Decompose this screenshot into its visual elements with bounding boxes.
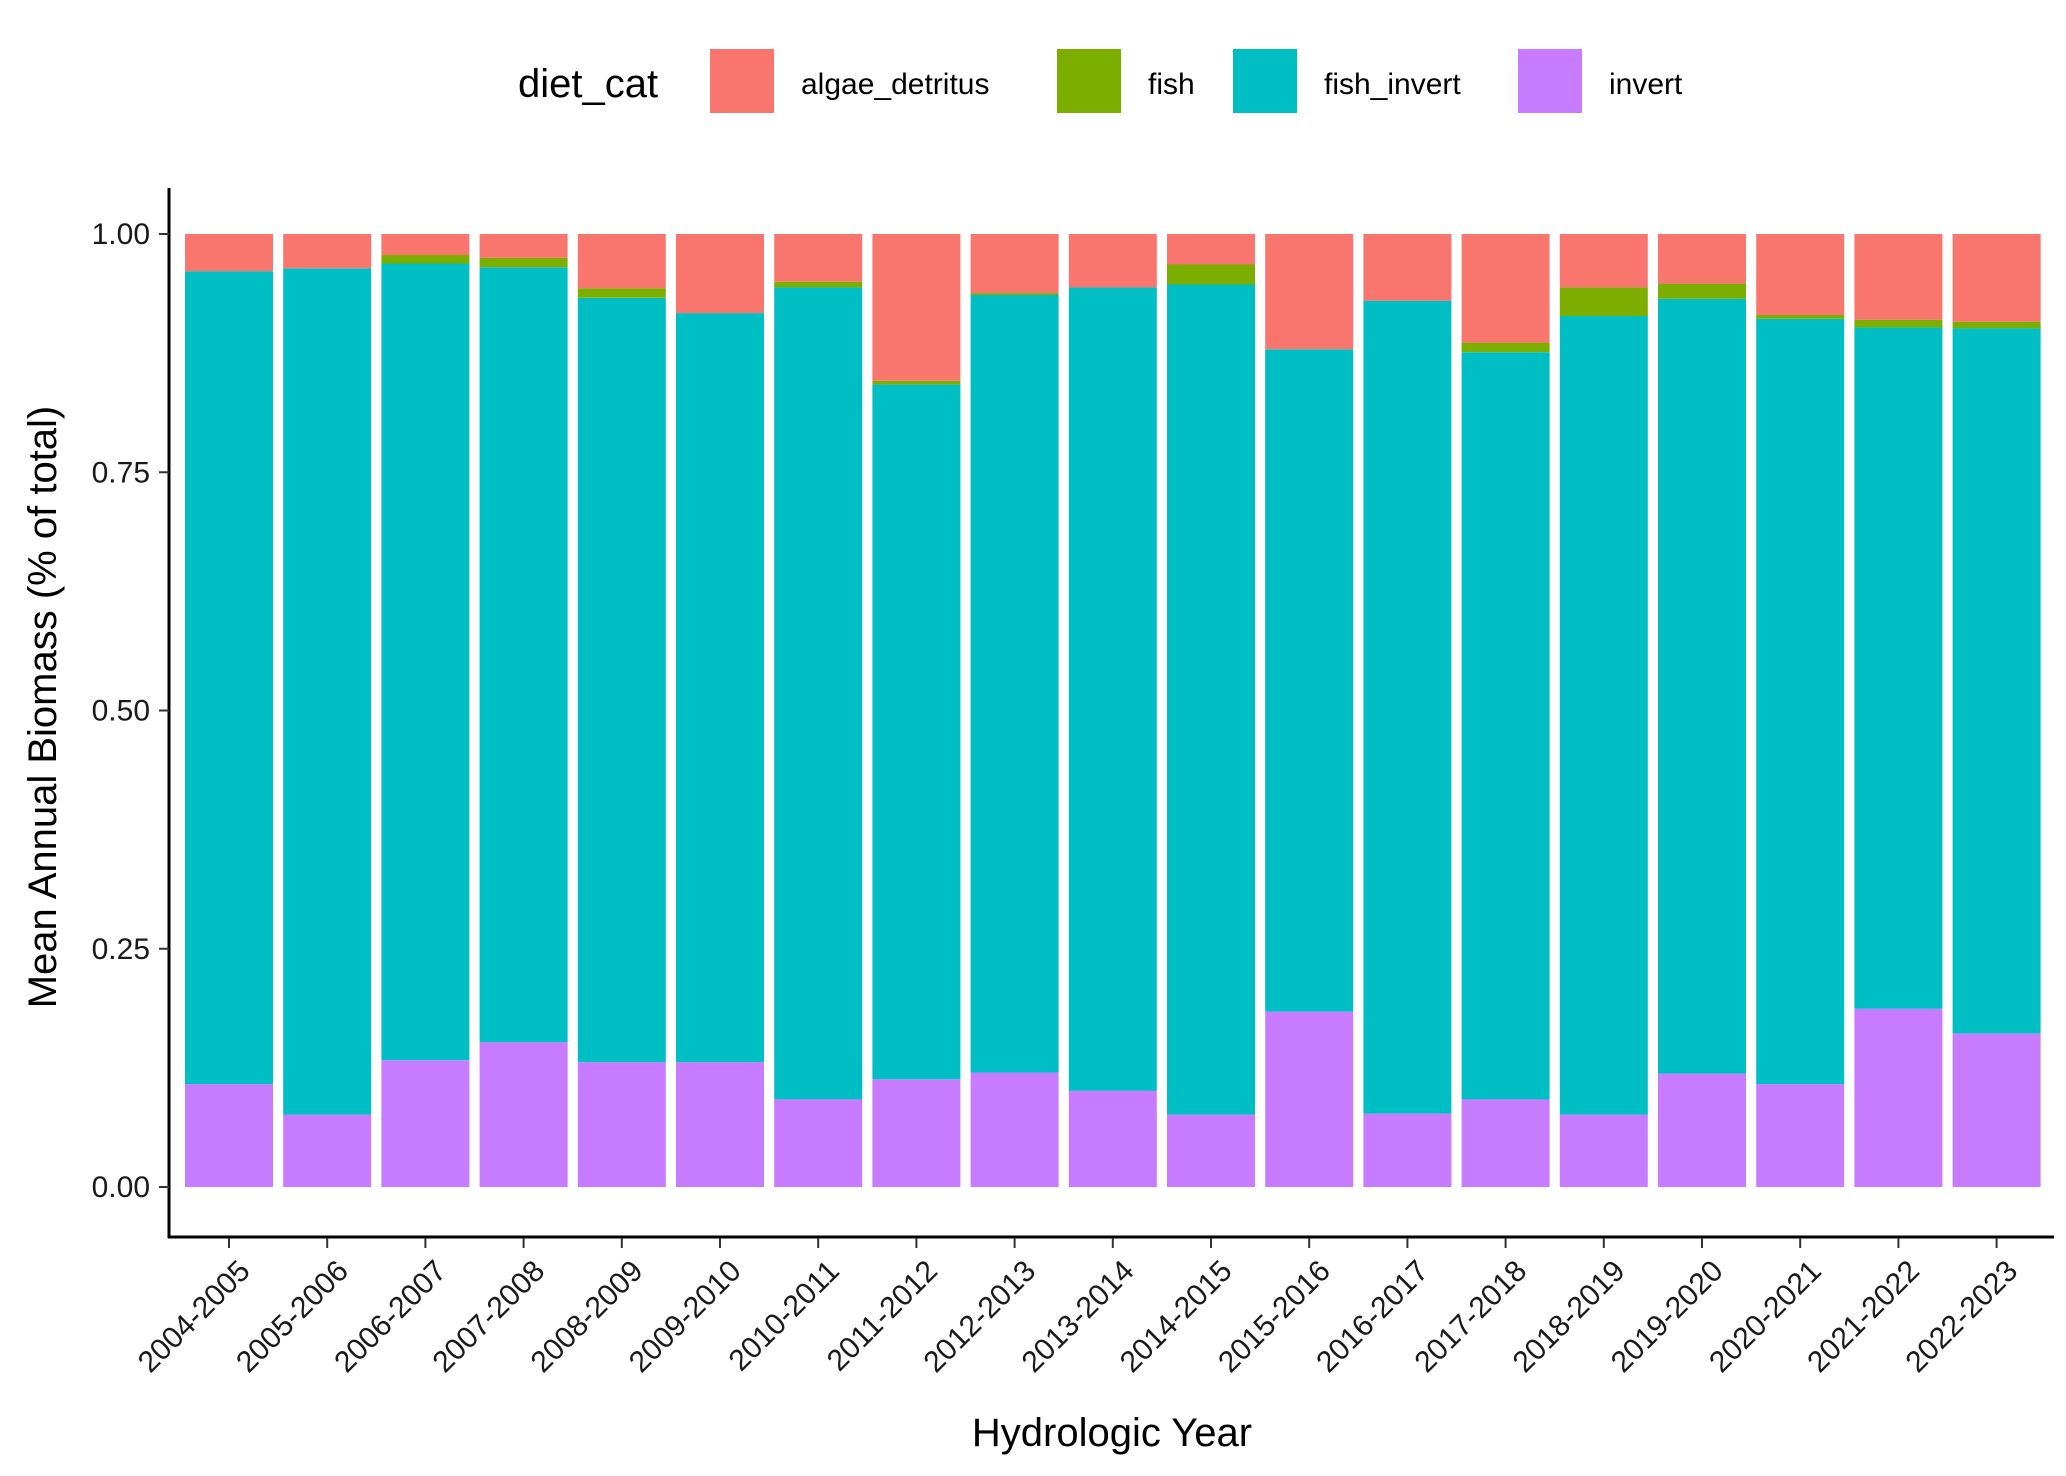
bar-segment-fish_invert-2021-2022	[1854, 327, 1943, 1009]
bar-segment-algae_detritus-2020-2021	[1756, 234, 1845, 315]
bar-segment-invert-2008-2009	[577, 1062, 666, 1187]
bar-segment-invert-2018-2019	[1559, 1114, 1648, 1187]
bar-segment-fish_invert-2012-2013	[970, 295, 1059, 1073]
bar-segment-algae_detritus-2013-2014	[1068, 234, 1157, 288]
legend-item-invert: invert	[1516, 47, 1683, 115]
y-tick-label: 1.00	[92, 218, 150, 251]
legend-label-fish: fish	[1148, 68, 1195, 101]
legend-key-algae_detritus	[708, 47, 776, 115]
bar-segment-fish_invert-2019-2020	[1658, 298, 1746, 1074]
bar-segment-invert-2011-2012	[872, 1079, 961, 1187]
legend: diet_cat algae_detritus fish fish_invert in…	[518, 47, 1683, 115]
legend-title: diet_cat	[518, 62, 658, 106]
legend-key-fish	[1055, 47, 1123, 115]
bar-segment-algae_detritus-2016-2017	[1363, 234, 1452, 301]
bar-segment-fish-2008-2009	[577, 288, 666, 298]
legend-label-algae_detritus: algae_detritus	[801, 68, 989, 101]
legend-item-algae_detritus: algae_detritus	[708, 47, 989, 115]
bar-segment-algae_detritus-2015-2016	[1265, 234, 1354, 350]
bar-segment-invert-2005-2006	[283, 1114, 372, 1187]
bar-segment-algae_detritus-2011-2012	[872, 234, 961, 381]
legend-label-fish_invert: fish_invert	[1324, 68, 1461, 101]
legend-label-invert: invert	[1609, 68, 1683, 101]
bar-segment-fish-2019-2020	[1658, 283, 1746, 299]
bar-segment-fish-2017-2018	[1461, 342, 1550, 353]
bar-segment-algae_detritus-2005-2006	[283, 234, 372, 269]
y-tick-label: 0.50	[92, 695, 150, 728]
bar-segment-algae_detritus-2021-2022	[1854, 234, 1943, 320]
bar-segment-invert-2022-2023	[1952, 1033, 2041, 1187]
bar-segment-fish-2020-2021	[1756, 315, 1845, 319]
legend-key-invert	[1516, 47, 1584, 115]
bar-segment-fish_invert-2008-2009	[577, 297, 666, 1063]
bar-segment-fish_invert-2013-2014	[1068, 287, 1157, 1091]
bar-segment-invert-2019-2020	[1658, 1073, 1746, 1187]
legend-item-fish: fish	[1055, 47, 1195, 115]
legend-item-fish_invert: fish_invert	[1231, 47, 1461, 115]
bar-segment-invert-2017-2018	[1461, 1099, 1550, 1187]
bar-segment-fish_invert-2007-2008	[479, 267, 568, 1043]
bar-segment-algae_detritus-2014-2015	[1167, 234, 1255, 265]
bar-segment-invert-2016-2017	[1363, 1113, 1452, 1187]
bar-segment-invert-2009-2010	[676, 1062, 764, 1187]
legend-key-fish_invert	[1231, 47, 1299, 115]
bar-segment-fish_invert-2006-2007	[381, 263, 470, 1061]
bar-segment-fish-2007-2008	[479, 257, 568, 268]
bar-segment-fish_invert-2015-2016	[1265, 349, 1354, 1012]
y-tick-label: 0.75	[92, 456, 150, 489]
bar-segment-fish_invert-2005-2006	[283, 268, 372, 1115]
bar-segment-algae_detritus-2017-2018	[1461, 234, 1550, 343]
bar-segment-invert-2007-2008	[479, 1042, 568, 1187]
bar-segment-fish-2018-2019	[1559, 287, 1648, 316]
bar-segment-algae_detritus-2006-2007	[381, 234, 470, 255]
bar-segment-fish_invert-2018-2019	[1559, 316, 1648, 1115]
bar-segment-algae_detritus-2010-2011	[774, 234, 863, 282]
y-tick-label: 0.25	[92, 933, 150, 966]
bar-segment-fish_invert-2016-2017	[1363, 300, 1452, 1114]
x-axis-title: Hydrologic Year	[972, 1411, 1252, 1455]
bar-segment-fish-2011-2012	[872, 380, 961, 385]
bar-segment-invert-2012-2013	[970, 1072, 1059, 1187]
y-axis-title: Mean Annual Biomass (% of total)	[21, 406, 65, 1009]
bar-segment-invert-2021-2022	[1854, 1008, 1943, 1187]
bar-segment-fish-2010-2011	[774, 281, 863, 288]
bar-segment-invert-2006-2007	[381, 1060, 470, 1187]
bar-segment-invert-2004-2005	[185, 1084, 273, 1187]
bar-segment-fish-2021-2022	[1854, 319, 1943, 328]
bar-segment-algae_detritus-2019-2020	[1658, 234, 1746, 284]
bar-segment-invert-2020-2021	[1756, 1084, 1845, 1187]
bar-segment-algae_detritus-2008-2009	[577, 234, 666, 289]
bar-segment-fish_invert-2014-2015	[1167, 284, 1255, 1115]
bar-segment-invert-2014-2015	[1167, 1114, 1255, 1187]
bar-segment-fish-2006-2007	[381, 255, 470, 264]
y-tick-label: 0.00	[92, 1171, 150, 1204]
bar-segment-invert-2013-2014	[1068, 1090, 1157, 1187]
bar-segment-fish_invert-2017-2018	[1461, 352, 1550, 1100]
bar-segment-algae_detritus-2012-2013	[970, 234, 1059, 294]
bars-layer	[185, 234, 2041, 1187]
bar-segment-algae_detritus-2004-2005	[185, 234, 273, 272]
bar-segment-algae_detritus-2009-2010	[676, 234, 764, 314]
bar-segment-algae_detritus-2018-2019	[1559, 234, 1648, 288]
bar-segment-fish-2022-2023	[1952, 321, 2041, 329]
bar-segment-fish_invert-2010-2011	[774, 287, 863, 1100]
bar-segment-invert-2015-2016	[1265, 1011, 1354, 1187]
bar-segment-invert-2010-2011	[774, 1099, 863, 1187]
bar-segment-algae_detritus-2022-2023	[1952, 234, 2041, 322]
bar-segment-fish_invert-2022-2023	[1952, 328, 2041, 1034]
bar-segment-fish_invert-2020-2021	[1756, 318, 1845, 1085]
bar-segment-fish_invert-2009-2010	[676, 313, 764, 1063]
bar-segment-fish_invert-2011-2012	[872, 384, 961, 1080]
bar-segment-algae_detritus-2007-2008	[479, 234, 568, 258]
bar-segment-fish-2012-2013	[970, 293, 1059, 295]
bar-segment-fish_invert-2004-2005	[185, 271, 273, 1085]
bar-segment-fish-2014-2015	[1167, 264, 1255, 285]
